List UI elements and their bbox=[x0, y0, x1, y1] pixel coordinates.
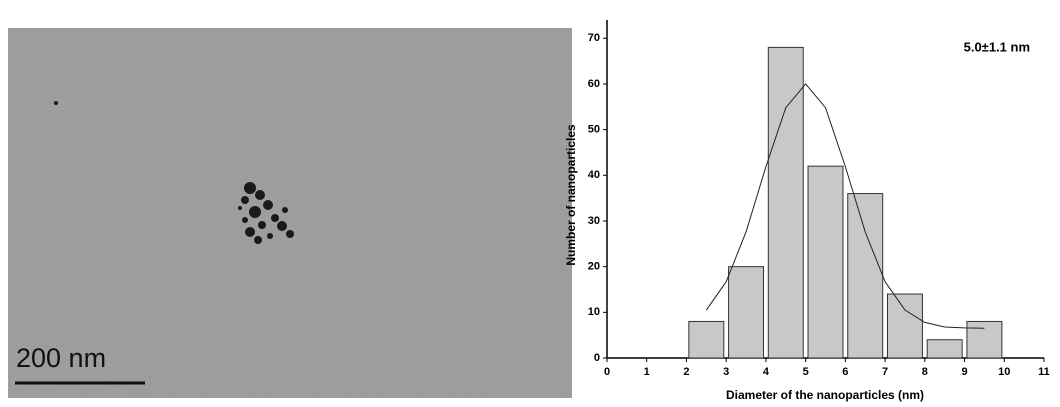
x-tick-label: 11 bbox=[1038, 366, 1050, 378]
bar bbox=[688, 320, 725, 359]
x-tick-label: 10 bbox=[998, 366, 1010, 378]
scale-label: 200 nm bbox=[16, 343, 106, 373]
y-tick-label: 40 bbox=[588, 169, 600, 181]
bar bbox=[886, 293, 923, 359]
x-tick-label: 6 bbox=[842, 366, 848, 378]
histogram-chart: 5.0±1.1 nm Diameter of the nanoparticles… bbox=[564, 20, 1050, 402]
y-tick-label: 0 bbox=[594, 352, 600, 364]
y-tick-label: 20 bbox=[588, 261, 600, 273]
x-tick-label: 7 bbox=[882, 366, 888, 378]
x-tick-label: 5 bbox=[803, 366, 809, 378]
tem-background bbox=[8, 28, 572, 398]
x-axis-label: Diameter of the nanoparticles (nm) bbox=[726, 388, 924, 402]
y-tick-label: 50 bbox=[588, 124, 600, 136]
x-tick-label: 4 bbox=[763, 366, 770, 378]
y-tick-label: 10 bbox=[588, 306, 600, 318]
x-tick-label: 2 bbox=[683, 366, 689, 378]
x-tick-label: 0 bbox=[604, 366, 610, 378]
fit-curve bbox=[705, 83, 985, 329]
x-tick-label: 8 bbox=[922, 366, 928, 378]
bar bbox=[767, 46, 804, 359]
x-tick-label: 9 bbox=[961, 366, 967, 378]
nanoparticle-cluster bbox=[54, 101, 294, 244]
y-tick-label: 60 bbox=[588, 78, 600, 90]
bar bbox=[966, 320, 1003, 359]
x-tick-label: 1 bbox=[644, 366, 650, 378]
y-tick-label: 70 bbox=[588, 32, 600, 44]
bar bbox=[847, 193, 884, 359]
bar bbox=[807, 165, 844, 359]
tem-image: 200 nm bbox=[8, 28, 572, 398]
x-tick-label: 3 bbox=[723, 366, 729, 378]
annotation: 5.0±1.1 nm bbox=[964, 39, 1030, 54]
y-tick-label: 30 bbox=[588, 215, 600, 227]
y-axis-label: Number of nanoparticles bbox=[564, 124, 578, 266]
bar bbox=[926, 339, 963, 359]
bar bbox=[728, 266, 765, 359]
